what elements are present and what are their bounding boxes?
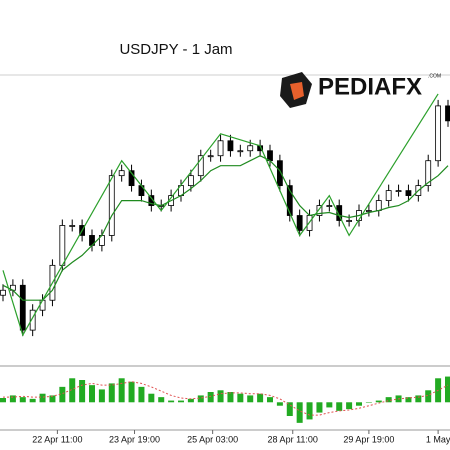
logo-text: PEDIAFX (318, 73, 422, 100)
logo-sub: .COM (428, 73, 441, 79)
candle-body (187, 175, 194, 187)
candle-body (217, 140, 224, 157)
macd-bar (98, 389, 105, 403)
macd-bar (425, 390, 432, 403)
macd-bar (276, 402, 283, 406)
candle-body (346, 220, 353, 222)
macd-bar (237, 393, 244, 403)
candle-body (227, 140, 234, 152)
macd-bar (365, 402, 372, 403)
candle-body (237, 150, 244, 153)
moving-average (2, 155, 449, 301)
x-tick-label: 23 Apr 19:00 (109, 434, 160, 444)
macd-bar (187, 398, 194, 403)
x-tick-label: 1 May (426, 434, 450, 444)
candle-body (326, 205, 333, 207)
macd-bar (445, 376, 450, 403)
candle-body (316, 205, 323, 216)
x-tick-label: 28 Apr 11:00 (268, 434, 318, 444)
candle-body (108, 175, 115, 236)
macd-bar (227, 392, 234, 403)
macd-bar (296, 402, 303, 423)
candle-body (395, 190, 402, 193)
macd-bar (79, 380, 86, 403)
candle-body (276, 160, 283, 187)
macd-bar (138, 386, 145, 403)
candle-body (197, 155, 204, 177)
macd-bar (59, 386, 66, 403)
macd-bar (168, 400, 175, 403)
candle-body (385, 190, 392, 201)
macd-bar (217, 390, 224, 403)
candle-body (59, 225, 66, 266)
macd-bar (356, 402, 362, 406)
macd-bar (405, 397, 412, 403)
macd-bar (89, 385, 95, 403)
candle-body (69, 225, 76, 227)
macd-bar (207, 392, 214, 403)
macd-bar (306, 402, 313, 420)
x-tick-label: 29 Apr 19:00 (343, 434, 394, 444)
macd-bar (39, 393, 46, 403)
zigzag (2, 93, 439, 337)
chart-title: USDJPY - 1 Jam (119, 41, 232, 58)
candle-body (286, 185, 293, 216)
candle-body (247, 145, 254, 152)
candle-body (375, 200, 382, 211)
candle-body (19, 284, 26, 331)
macd-bar (0, 398, 6, 403)
macd-bar (336, 402, 343, 411)
macd-bar (375, 400, 382, 403)
candle-body (29, 309, 36, 331)
macd-bar (385, 397, 392, 403)
candle-body (128, 170, 135, 187)
candle-body (0, 289, 6, 296)
candle-body (365, 210, 372, 212)
macd-bar (9, 395, 16, 403)
macd-bar (346, 402, 353, 410)
macd-bar (148, 393, 155, 403)
macd-bar (118, 378, 125, 403)
candle-body (425, 160, 432, 187)
macd-bar (108, 383, 115, 403)
candle-body (296, 215, 303, 231)
candle-body (207, 155, 214, 158)
candle-body (405, 190, 412, 196)
macd-bar (415, 395, 422, 403)
macd-bar (267, 397, 273, 403)
candle-body (435, 105, 442, 162)
candle-body (445, 105, 450, 122)
macd-bar (158, 397, 165, 403)
macd-bar (197, 395, 204, 403)
macd-signal (3, 381, 449, 416)
macd-bar (247, 395, 254, 403)
x-tick-label: 22 Apr 11:00 (32, 434, 82, 444)
macd-bar (69, 378, 76, 403)
macd-bar (178, 400, 184, 403)
logo: PEDIAFX .COM (280, 72, 441, 108)
candle-body (336, 205, 343, 221)
candle-body (118, 170, 125, 177)
macd-bar (49, 395, 56, 403)
macd-bar (316, 402, 323, 413)
macd-bar (286, 402, 293, 416)
macd-bar (29, 398, 36, 403)
macd-bar (257, 393, 264, 403)
macd-bar (128, 381, 135, 403)
macd-bar (326, 402, 333, 408)
candle-body (39, 299, 46, 311)
logo-icon (290, 82, 304, 100)
macd-bar (19, 397, 26, 403)
x-tick-label: 25 Apr 03:00 (187, 434, 238, 444)
